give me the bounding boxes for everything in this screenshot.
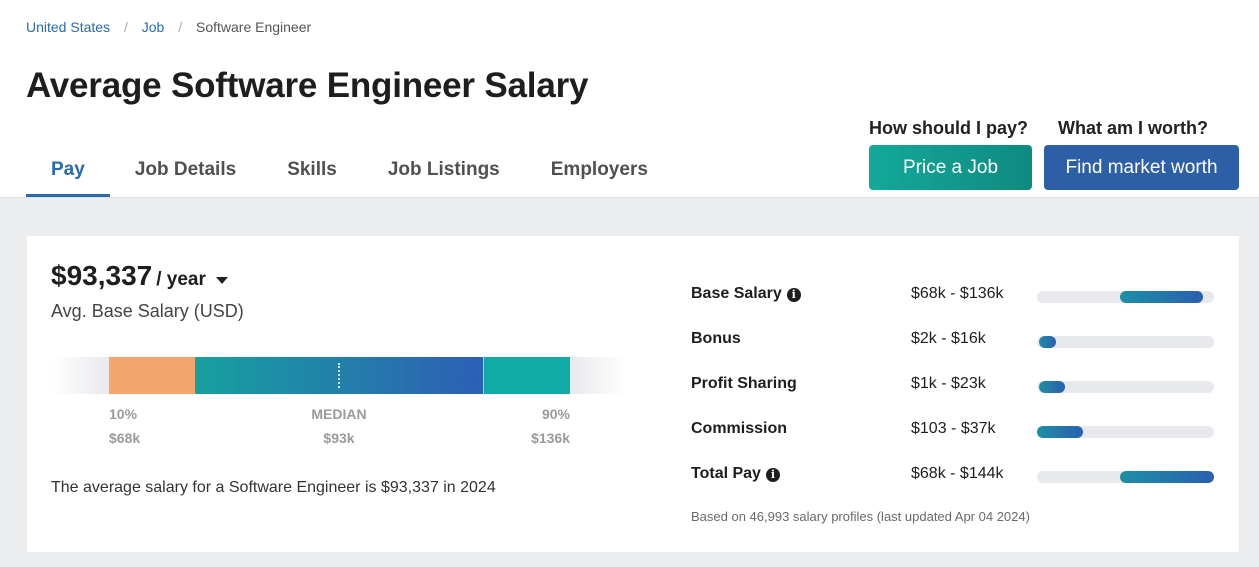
salary-amount: $93,337 xyxy=(51,260,153,291)
breakdown-label: Total Pay i xyxy=(691,465,780,483)
salary-summary: The average salary for a Software Engine… xyxy=(51,479,496,496)
range-segment-low xyxy=(109,357,195,394)
percentile-median-label: MEDIAN xyxy=(311,406,367,422)
breadcrumb: United States / Job / Software Engineer xyxy=(26,19,311,35)
breakdown-bar-fill xyxy=(1037,426,1084,438)
breakdown-label-text: Total Pay xyxy=(691,465,761,482)
breakdown-label: Commission xyxy=(691,420,788,437)
breakdown-label-text: Base Salary xyxy=(691,285,782,302)
breadcrumb-current: Software Engineer xyxy=(195,19,312,35)
find-market-worth-button[interactable]: Find market worth xyxy=(1044,145,1239,190)
median-marker xyxy=(338,363,340,388)
breakdown-label: Profit Sharing xyxy=(691,375,797,392)
breakdown-range: $68k - $136k xyxy=(911,285,1004,302)
breakdown-range: $68k - $144k xyxy=(911,465,1004,482)
percentile-median-value: $93k xyxy=(323,430,355,446)
salary-range-bar xyxy=(51,357,627,394)
breakdown-bar-fill xyxy=(1038,336,1057,348)
percentile-10-value: $68k xyxy=(109,430,141,446)
tab-job-details[interactable]: Job Details xyxy=(134,159,237,180)
tab-pay[interactable]: Pay xyxy=(26,145,110,197)
breadcrumb-separator: / xyxy=(178,19,183,35)
breakdown-bar xyxy=(1037,471,1214,483)
breakdown-range: $2k - $16k xyxy=(911,330,986,347)
breakdown-row-commission: Commission $103 - $37k xyxy=(691,420,1221,444)
tab-skills[interactable]: Skills xyxy=(287,159,337,180)
pay-breakdown: Base Salary i $68k - $136k Bonus $2k - $1… xyxy=(691,236,1231,552)
breakdown-bar xyxy=(1037,426,1214,438)
salary-headline: $93,337/ year xyxy=(51,260,228,292)
breadcrumb-link-job[interactable]: Job xyxy=(141,19,165,35)
tab-job-listings[interactable]: Job Listings xyxy=(387,159,500,180)
page-title: Average Software Engineer Salary xyxy=(26,66,589,105)
breakdown-bar xyxy=(1037,336,1214,348)
breadcrumb-separator: / xyxy=(123,19,128,35)
breakdown-bar xyxy=(1037,381,1214,393)
salary-period-selector[interactable]: / year xyxy=(156,269,206,290)
page-header: United States / Job / Software Engineer … xyxy=(0,0,1259,197)
breakdown-bar-fill xyxy=(1120,291,1204,303)
breakdown-bar-fill xyxy=(1120,471,1214,483)
worth-question-label: What am I worth? xyxy=(1058,118,1208,138)
range-segment-high xyxy=(483,357,570,394)
breakdown-row-bonus: Bonus $2k - $16k xyxy=(691,330,1221,354)
pay-question-label: How should I pay? xyxy=(869,118,1029,138)
breakdown-row-base-salary: Base Salary i $68k - $136k xyxy=(691,285,1221,309)
breakdown-row-profit-sharing: Profit Sharing $1k - $23k xyxy=(691,375,1221,399)
percentile-90-value: $136k xyxy=(531,430,570,446)
breadcrumb-link-country[interactable]: United States xyxy=(26,19,111,35)
breakdown-bar-fill xyxy=(1038,381,1066,393)
breakdown-range: $1k - $23k xyxy=(911,375,986,392)
breakdown-label: Base Salary i xyxy=(691,285,801,303)
info-icon[interactable]: i xyxy=(786,288,801,302)
caret-down-icon[interactable] xyxy=(215,277,228,285)
percentile-10-label: 10% xyxy=(109,406,138,422)
info-icon[interactable]: i xyxy=(765,468,780,482)
data-footnote: Based on 46,993 salary profiles (last up… xyxy=(691,509,1030,524)
tab-employers[interactable]: Employers xyxy=(550,159,648,180)
price-a-job-button[interactable]: Price a Job xyxy=(869,145,1032,190)
salary-subtitle: Avg. Base Salary (USD) xyxy=(51,301,244,321)
salary-card: $93,337/ year Avg. Base Salary (USD) 10%… xyxy=(27,236,1239,552)
tab-bar: Pay Job Details Skills Job Listings Empl… xyxy=(26,145,699,197)
breakdown-label: Bonus xyxy=(691,330,741,347)
breakdown-bar xyxy=(1037,291,1214,303)
breakdown-range: $103 - $37k xyxy=(911,420,996,437)
breakdown-row-total-pay: Total Pay i $68k - $144k xyxy=(691,465,1221,489)
percentile-90-label: 90% xyxy=(541,406,570,422)
